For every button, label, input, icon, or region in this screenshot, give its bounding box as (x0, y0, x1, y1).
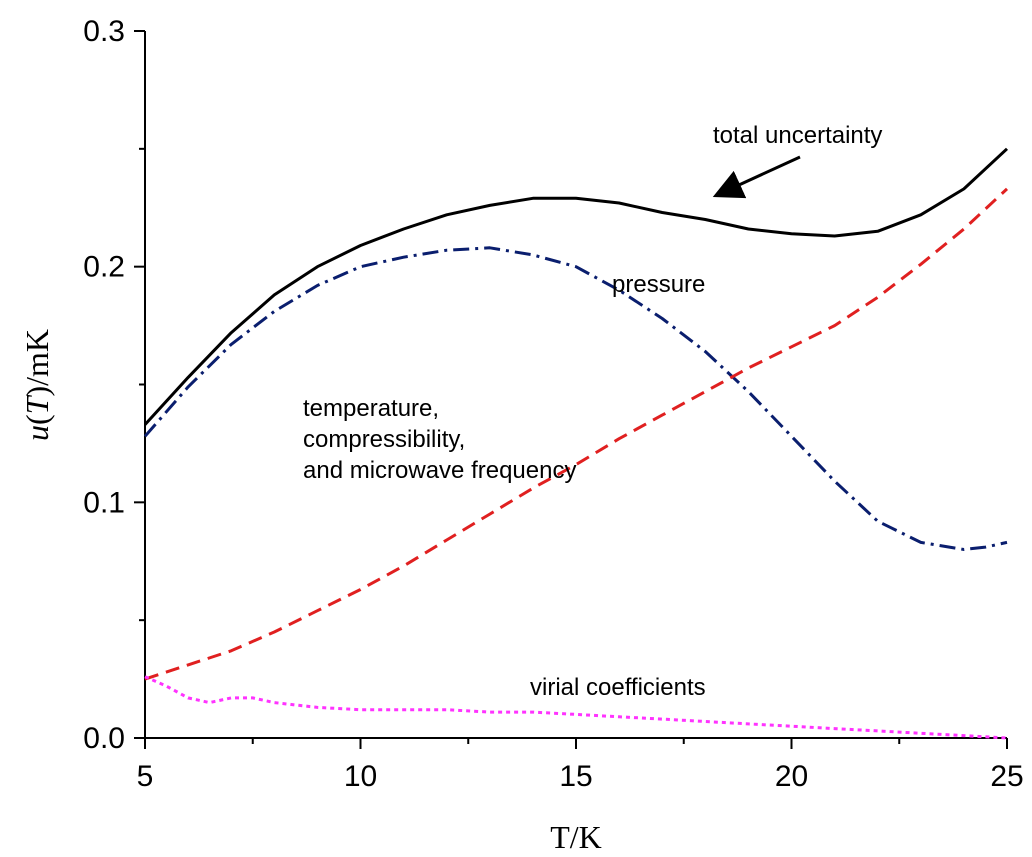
annotation-line: pressure (612, 271, 705, 298)
annotation-total: total uncertainty (713, 122, 882, 149)
y-axis-label-variable: T (19, 394, 55, 414)
y-axis-label-paren-open: ( (19, 414, 55, 425)
x-tick-label: 25 (990, 760, 1023, 793)
annotation-arrow (712, 155, 801, 199)
x-tick-label: 10 (344, 760, 377, 793)
series-layer (143, 147, 1009, 740)
annotation-line: and microwave frequency (303, 457, 576, 484)
annotation-line: compressibility, (303, 426, 465, 453)
annotation-line: temperature, (303, 395, 439, 422)
x-tick-label: 15 (559, 760, 592, 793)
y-axis-label: u(T)/mK (19, 329, 55, 441)
annotation-line: virial coefficients (530, 674, 706, 701)
annotation-layer: total uncertainty pressure temperature, com… (303, 122, 882, 701)
series-line-virial (144, 675, 1008, 740)
x-tick-label: 5 (137, 760, 154, 793)
x-axis-label: T/K (550, 819, 602, 855)
series-line-pressure (143, 246, 1008, 551)
axes: 5 10 15 20 25 0.0 0.1 0.2 0.3 (83, 15, 1023, 793)
x-tick-label: 20 (775, 760, 808, 793)
annotation-line: total uncertainty (713, 122, 882, 149)
y-tick-label: 0.1 (83, 486, 125, 519)
series-line-temperature (144, 187, 1009, 681)
y-tick-label: 0.3 (83, 15, 125, 48)
y-axis-label-unit: )/mK (19, 329, 55, 397)
annotation-temperature: temperature, compressibility, and microwav… (303, 395, 576, 484)
y-tick-label: 0.0 (83, 722, 125, 755)
annotation-virial: virial coefficients (530, 674, 706, 701)
annotation-pressure: pressure (612, 271, 705, 298)
series-line-total (143, 147, 1009, 426)
y-axis-label-symbol: u (19, 425, 55, 441)
y-tick-label: 0.2 (83, 251, 125, 284)
